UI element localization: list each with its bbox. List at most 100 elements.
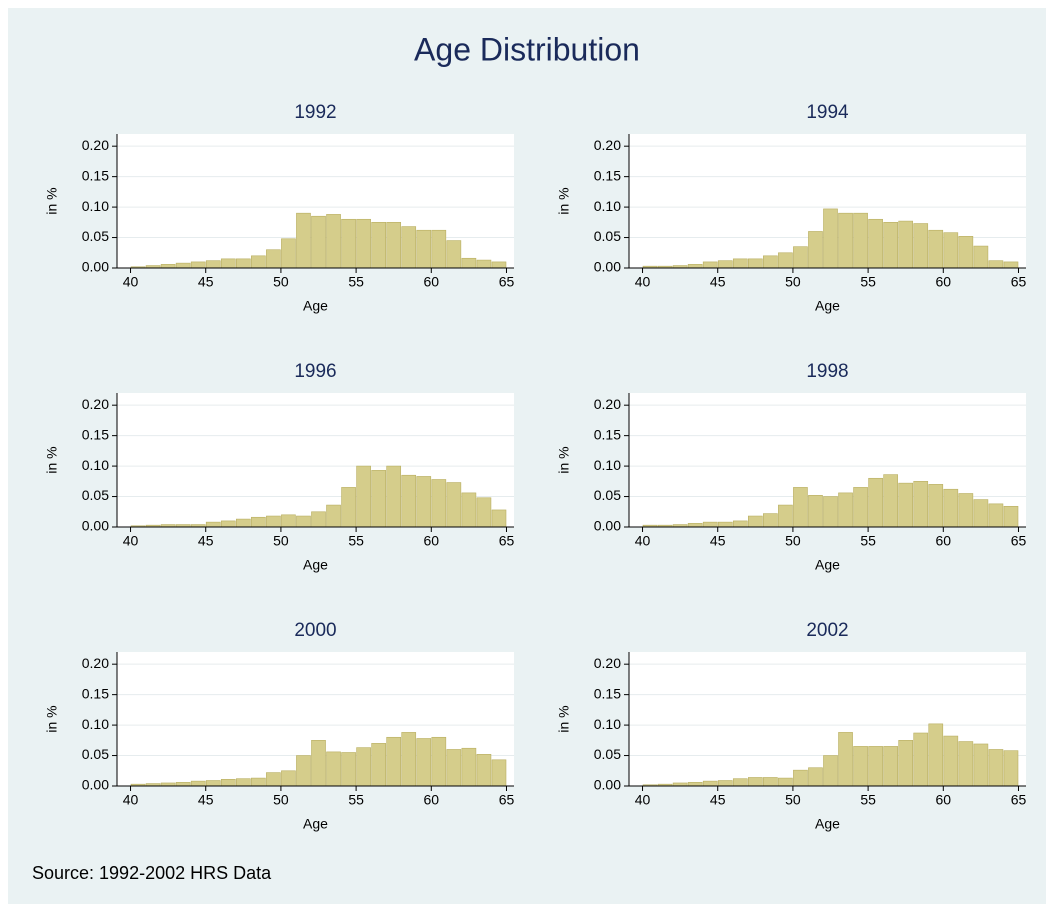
x-tick-label: 50 xyxy=(785,533,801,549)
x-tick-label: 50 xyxy=(273,274,289,290)
y-tick-label: 0.00 xyxy=(82,777,109,793)
bar xyxy=(973,245,989,269)
y-tick-label: 0.05 xyxy=(82,746,109,762)
bar xyxy=(732,778,748,787)
x-axis-label: Age xyxy=(815,557,840,573)
y-tick-label: 0.10 xyxy=(82,198,109,214)
bar xyxy=(491,759,507,787)
y-tick-label: 0.20 xyxy=(594,396,621,412)
x-tick-label: 55 xyxy=(348,533,364,549)
y-tick-label: 0.15 xyxy=(594,426,621,442)
bar xyxy=(341,218,356,269)
y-axis-label: in % xyxy=(556,446,572,473)
panel-title: 1992 xyxy=(294,102,336,123)
bar xyxy=(431,736,447,787)
bar xyxy=(838,492,853,528)
x-tick-label: 40 xyxy=(123,792,139,808)
bar xyxy=(717,260,733,269)
bar xyxy=(401,226,417,269)
bar xyxy=(431,479,447,528)
bar xyxy=(808,231,823,269)
bar xyxy=(160,264,176,269)
bar xyxy=(401,474,417,528)
bar xyxy=(446,482,462,528)
bar xyxy=(883,474,898,528)
x-tick-label: 40 xyxy=(123,274,139,290)
x-axis-label: Age xyxy=(303,816,328,832)
x-tick-label: 60 xyxy=(424,792,440,808)
bar xyxy=(431,229,447,269)
y-tick-label: 0.20 xyxy=(82,396,109,412)
bar xyxy=(958,741,974,787)
bar xyxy=(883,746,898,787)
x-axis-label: Age xyxy=(815,816,840,832)
bar xyxy=(371,743,386,787)
bar xyxy=(868,746,883,787)
bar xyxy=(190,261,206,269)
x-tick-label: 65 xyxy=(499,792,515,808)
bar xyxy=(778,504,793,528)
bar xyxy=(913,223,929,269)
bar xyxy=(266,249,281,269)
y-tick-label: 0.05 xyxy=(82,487,109,503)
bar xyxy=(461,747,477,787)
bar xyxy=(913,732,929,787)
bar xyxy=(311,740,326,787)
y-tick-label: 0.10 xyxy=(594,716,621,732)
x-tick-label: 65 xyxy=(499,533,515,549)
y-tick-label: 0.05 xyxy=(82,228,109,244)
bar xyxy=(1003,261,1019,269)
bar xyxy=(732,258,748,269)
bar xyxy=(205,260,221,269)
bar xyxy=(732,520,748,528)
bar xyxy=(763,513,778,528)
bar xyxy=(717,780,733,787)
y-tick-label: 0.00 xyxy=(82,518,109,534)
bar xyxy=(476,754,492,787)
bar xyxy=(266,515,281,528)
x-tick-label: 40 xyxy=(635,533,651,549)
bar xyxy=(296,212,311,269)
bar xyxy=(251,516,266,528)
bar xyxy=(943,735,959,787)
y-tick-label: 0.05 xyxy=(594,746,621,762)
bar xyxy=(251,777,266,787)
bar xyxy=(747,258,763,269)
bar xyxy=(476,259,492,269)
bar xyxy=(341,487,356,528)
bar xyxy=(868,477,883,528)
x-tick-label: 55 xyxy=(860,533,876,549)
x-axis-label: Age xyxy=(303,557,328,573)
bar xyxy=(386,222,402,269)
y-tick-label: 0.20 xyxy=(594,655,621,671)
bar xyxy=(778,777,793,787)
bar xyxy=(823,755,838,787)
bar xyxy=(943,488,959,528)
bar xyxy=(988,749,1004,787)
bar xyxy=(281,770,296,787)
x-tick-label: 55 xyxy=(860,274,876,290)
bar xyxy=(928,723,944,787)
bar xyxy=(401,732,417,787)
bar xyxy=(326,751,341,787)
bar xyxy=(898,220,914,269)
bar xyxy=(461,492,477,528)
x-tick-label: 45 xyxy=(198,274,214,290)
x-tick-label: 55 xyxy=(348,792,364,808)
bar xyxy=(220,778,236,787)
x-tick-label: 65 xyxy=(499,274,515,290)
bar xyxy=(235,778,251,787)
y-tick-label: 0.00 xyxy=(594,259,621,275)
bar xyxy=(266,772,281,787)
x-tick-label: 60 xyxy=(424,533,440,549)
bar xyxy=(853,746,868,787)
bar xyxy=(1003,505,1019,528)
y-tick-label: 0.15 xyxy=(82,685,109,701)
x-tick-label: 40 xyxy=(635,274,651,290)
bar xyxy=(326,504,341,528)
bar xyxy=(386,465,402,528)
bar xyxy=(778,252,793,269)
panel-title: 1998 xyxy=(806,361,848,382)
bar xyxy=(823,208,838,269)
